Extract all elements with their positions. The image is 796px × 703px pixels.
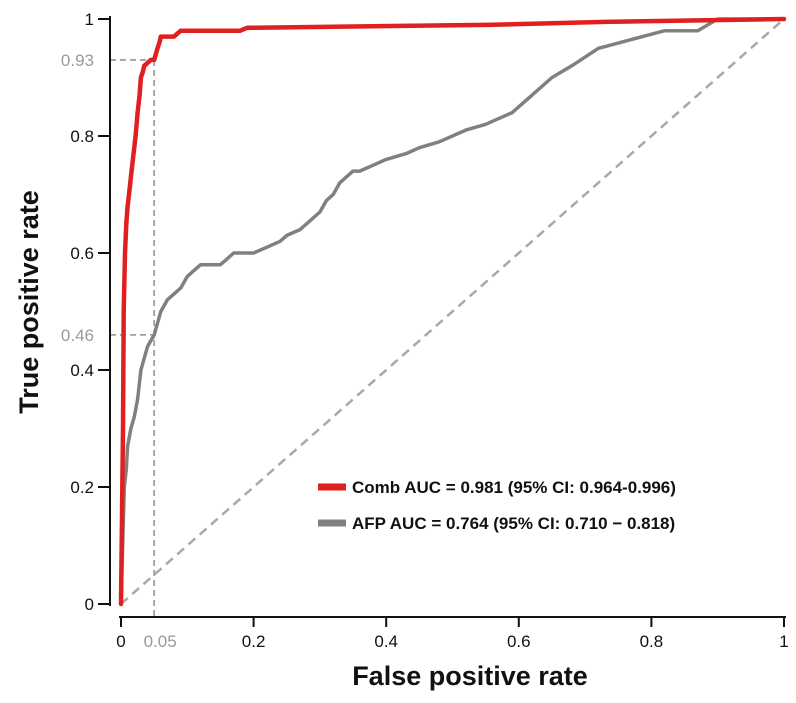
x-tick-label-0: 0 xyxy=(116,632,125,651)
y-tick-label-4: 0.8 xyxy=(70,127,94,146)
series-line-afp xyxy=(119,17,786,606)
series-line-comb xyxy=(118,16,787,607)
axes: 0 0.2 0.4 0.6 0.8 1 0 0.2 0.4 0.6 0.8 1 0.93 0.46 0.05 xyxy=(61,10,789,651)
y-tick-label-2: 0.4 xyxy=(70,361,94,380)
series-layer xyxy=(118,16,787,607)
y-tick-label-0: 0 xyxy=(85,595,94,614)
y-tick-label-3: 0.6 xyxy=(70,244,94,263)
y-axis-title: True positive rate xyxy=(14,190,44,414)
ref-label-x: 0.05 xyxy=(144,632,177,651)
y-tick-label-1: 0.2 xyxy=(70,478,94,497)
ref-label-comb: 0.93 xyxy=(61,51,94,70)
x-tick-label-3: 0.6 xyxy=(507,632,531,651)
legend-label-afp: AFP AUC = 0.764 (95% CI: 0.710 − 0.818) xyxy=(352,514,675,533)
y-tick-label-5: 1 xyxy=(85,10,94,29)
x-tick-label-1: 0.2 xyxy=(242,632,266,651)
x-axis-title: False positive rate xyxy=(352,661,588,691)
x-tick-label-4: 0.8 xyxy=(640,632,664,651)
ref-label-afp: 0.46 xyxy=(61,326,94,345)
x-tick-label-5: 1 xyxy=(779,632,788,651)
diagonal-reference-line xyxy=(120,18,785,605)
legend-label-comb: Comb AUC = 0.981 (95% CI: 0.964-0.996) xyxy=(352,478,676,497)
legend: Comb AUC = 0.981 (95% CI: 0.964-0.996) AF… xyxy=(318,478,676,533)
x-tick-label-2: 0.4 xyxy=(374,632,398,651)
reference-lines xyxy=(110,18,785,617)
